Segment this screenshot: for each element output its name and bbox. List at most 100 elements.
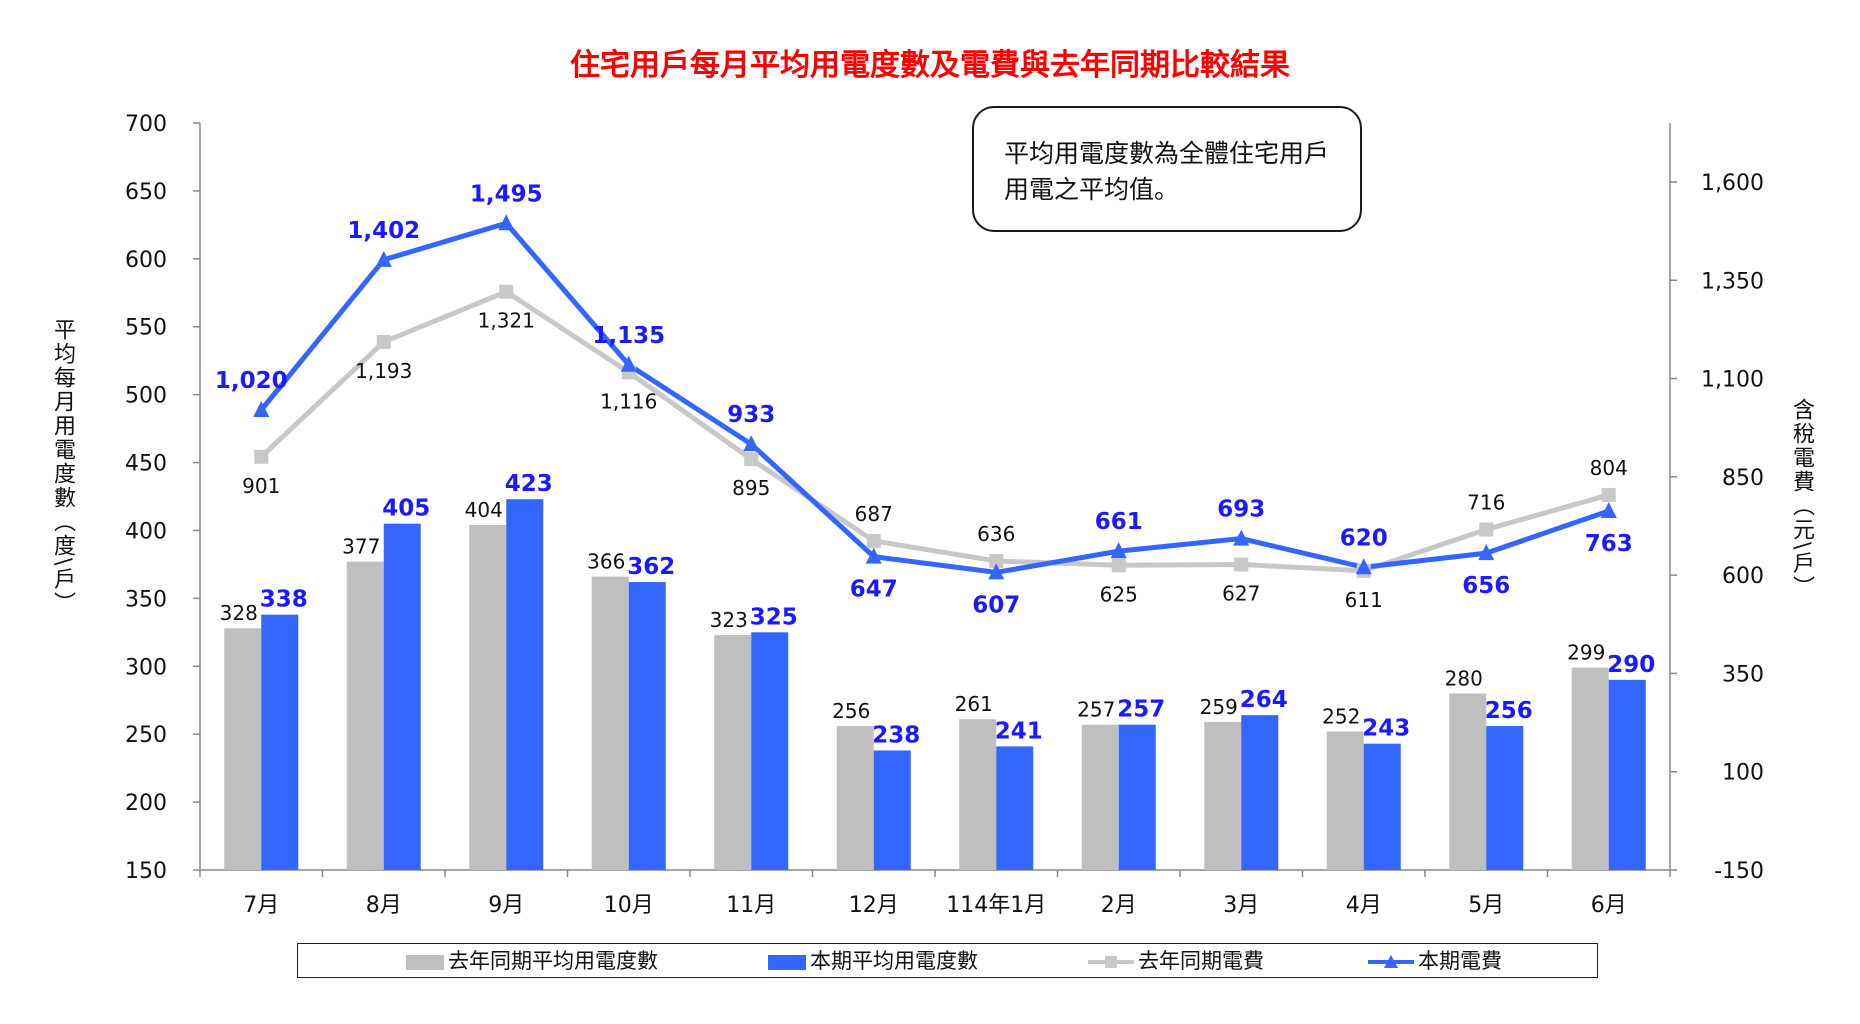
bar-label-curr-usage: 238 xyxy=(872,722,920,748)
y-axis-label-right: 含稅電費（元\戶） xyxy=(1789,398,1814,600)
bar-label-curr-usage: 256 xyxy=(1485,698,1533,724)
bar-label-curr-usage: 362 xyxy=(627,554,675,580)
bar-label-curr-usage: 257 xyxy=(1117,697,1165,723)
bar-label-prev-usage: 328 xyxy=(220,601,258,625)
point-label-curr-fee: 1,020 xyxy=(215,368,288,394)
y-tick-label-left: 350 xyxy=(125,587,167,612)
point-label-curr-fee: 620 xyxy=(1340,525,1388,551)
legend: 去年同期平均用電度數 本期平均用電度數 去年同期電費 本期電費 xyxy=(297,943,1598,978)
y-tick-label-right: 350 xyxy=(1722,662,1764,687)
point-prev-fee xyxy=(499,284,514,299)
point-prev-fee xyxy=(744,452,759,467)
y-tick-label-left: 400 xyxy=(125,519,167,544)
point-curr-fee xyxy=(253,401,270,418)
bar-label-prev-usage: 261 xyxy=(955,692,993,716)
x-tick-label: 7月 xyxy=(243,893,279,918)
legend-label-curr-usage: 本期平均用電度數 xyxy=(810,949,978,973)
bar-prev-usage xyxy=(469,525,507,870)
bar-curr-usage xyxy=(1118,724,1156,870)
point-curr-fee xyxy=(498,214,515,231)
y-tick-label-left: 250 xyxy=(125,723,167,748)
legend-label-prev-fee: 去年同期電費 xyxy=(1138,949,1264,973)
point-label-curr-fee: 763 xyxy=(1585,531,1633,557)
legend-swatch-prev-fee xyxy=(1088,956,1134,968)
legend-swatch-prev-usage xyxy=(406,954,444,970)
point-prev-fee xyxy=(1601,487,1616,502)
bar-curr-usage xyxy=(1363,743,1401,870)
chart-title: 住宅用戶每月平均用電度數及電費與去年同期比較結果 xyxy=(570,48,1290,83)
legend-swatch-curr-fee xyxy=(1368,955,1414,968)
x-tick-label: 11月 xyxy=(726,893,776,918)
point-label-prev-fee: 636 xyxy=(977,522,1015,546)
point-prev-fee xyxy=(254,449,269,464)
point-curr-fee xyxy=(620,355,637,372)
bar-label-prev-usage: 257 xyxy=(1077,698,1115,722)
bar-curr-usage xyxy=(873,750,911,870)
legend-item-prev-usage: 去年同期平均用電度數 xyxy=(406,944,658,979)
point-curr-fee xyxy=(1600,502,1617,519)
bar-curr-usage xyxy=(1486,726,1524,870)
point-label-prev-fee: 716 xyxy=(1467,491,1505,515)
bar-label-prev-usage: 366 xyxy=(587,550,625,574)
bar-label-prev-usage: 259 xyxy=(1200,695,1238,719)
y-tick-label-right: 1,350 xyxy=(1701,269,1764,294)
bar-prev-usage xyxy=(1204,721,1242,870)
point-curr-fee xyxy=(743,435,760,452)
x-tick-label: 3月 xyxy=(1223,893,1259,918)
point-label-prev-fee: 611 xyxy=(1345,588,1383,612)
y-tick-label-left: 600 xyxy=(125,248,167,273)
x-tick-label: 6月 xyxy=(1591,893,1627,918)
bar-prev-usage xyxy=(1326,731,1364,870)
point-prev-fee xyxy=(1479,522,1494,537)
y-tick-label-right: -150 xyxy=(1714,859,1764,884)
bar-curr-usage xyxy=(751,632,789,870)
point-label-prev-fee: 1,116 xyxy=(600,389,657,413)
legend-swatch-curr-usage xyxy=(768,954,806,970)
note-box: 平均用電度數為全體住宅用戶用電之平均值。 xyxy=(972,106,1362,232)
legend-item-curr-fee: 本期電費 xyxy=(1368,944,1502,979)
y-tick-label-right: 1,100 xyxy=(1701,368,1764,393)
point-label-curr-fee: 607 xyxy=(972,592,1020,618)
bar-label-curr-usage: 405 xyxy=(382,496,430,522)
bar-label-prev-usage: 280 xyxy=(1445,666,1483,690)
bar-prev-usage xyxy=(224,628,262,870)
y-tick-label-right: 600 xyxy=(1722,564,1764,589)
bar-label-prev-usage: 252 xyxy=(1322,704,1360,728)
bar-prev-usage xyxy=(1449,693,1487,870)
bar-label-curr-usage: 264 xyxy=(1240,687,1288,713)
bar-label-prev-usage: 377 xyxy=(342,535,380,559)
bar-label-prev-usage: 256 xyxy=(832,699,870,723)
bar-prev-usage xyxy=(1571,667,1609,870)
legend-item-prev-fee: 去年同期電費 xyxy=(1088,944,1264,979)
point-label-prev-fee: 804 xyxy=(1590,456,1628,480)
y-axis-label-left: 平均每月用電度數（度\戶） xyxy=(50,318,75,616)
bar-label-curr-usage: 290 xyxy=(1607,652,1655,678)
y-tick-label-right: 1,600 xyxy=(1701,171,1764,196)
point-label-curr-fee: 647 xyxy=(850,577,898,603)
point-curr-fee xyxy=(1478,544,1495,561)
bar-curr-usage xyxy=(506,499,544,870)
point-label-prev-fee: 627 xyxy=(1222,582,1260,606)
point-label-prev-fee: 1,193 xyxy=(355,359,412,383)
bar-prev-usage xyxy=(714,635,752,870)
bar-label-curr-usage: 338 xyxy=(260,587,308,613)
x-tick-label: 9月 xyxy=(488,893,524,918)
point-label-prev-fee: 625 xyxy=(1100,582,1138,606)
point-curr-fee xyxy=(988,563,1005,580)
y-tick-label-right: 850 xyxy=(1722,466,1764,491)
point-label-curr-fee: 661 xyxy=(1095,509,1143,535)
bar-curr-usage xyxy=(383,523,421,870)
x-tick-label: 8月 xyxy=(366,893,402,918)
bar-prev-usage xyxy=(1081,724,1119,870)
point-prev-fee xyxy=(866,533,881,548)
point-curr-fee xyxy=(1110,542,1127,559)
point-label-curr-fee: 1,495 xyxy=(470,181,543,207)
point-label-curr-fee: 1,402 xyxy=(347,218,420,244)
bar-curr-usage xyxy=(1241,715,1279,870)
legend-item-curr-usage: 本期平均用電度數 xyxy=(768,944,978,979)
line-prev-fee xyxy=(259,288,1610,574)
x-tick-label: 114年1月 xyxy=(946,893,1046,918)
point-label-prev-fee: 901 xyxy=(242,474,280,498)
x-tick-label: 12月 xyxy=(849,893,899,918)
